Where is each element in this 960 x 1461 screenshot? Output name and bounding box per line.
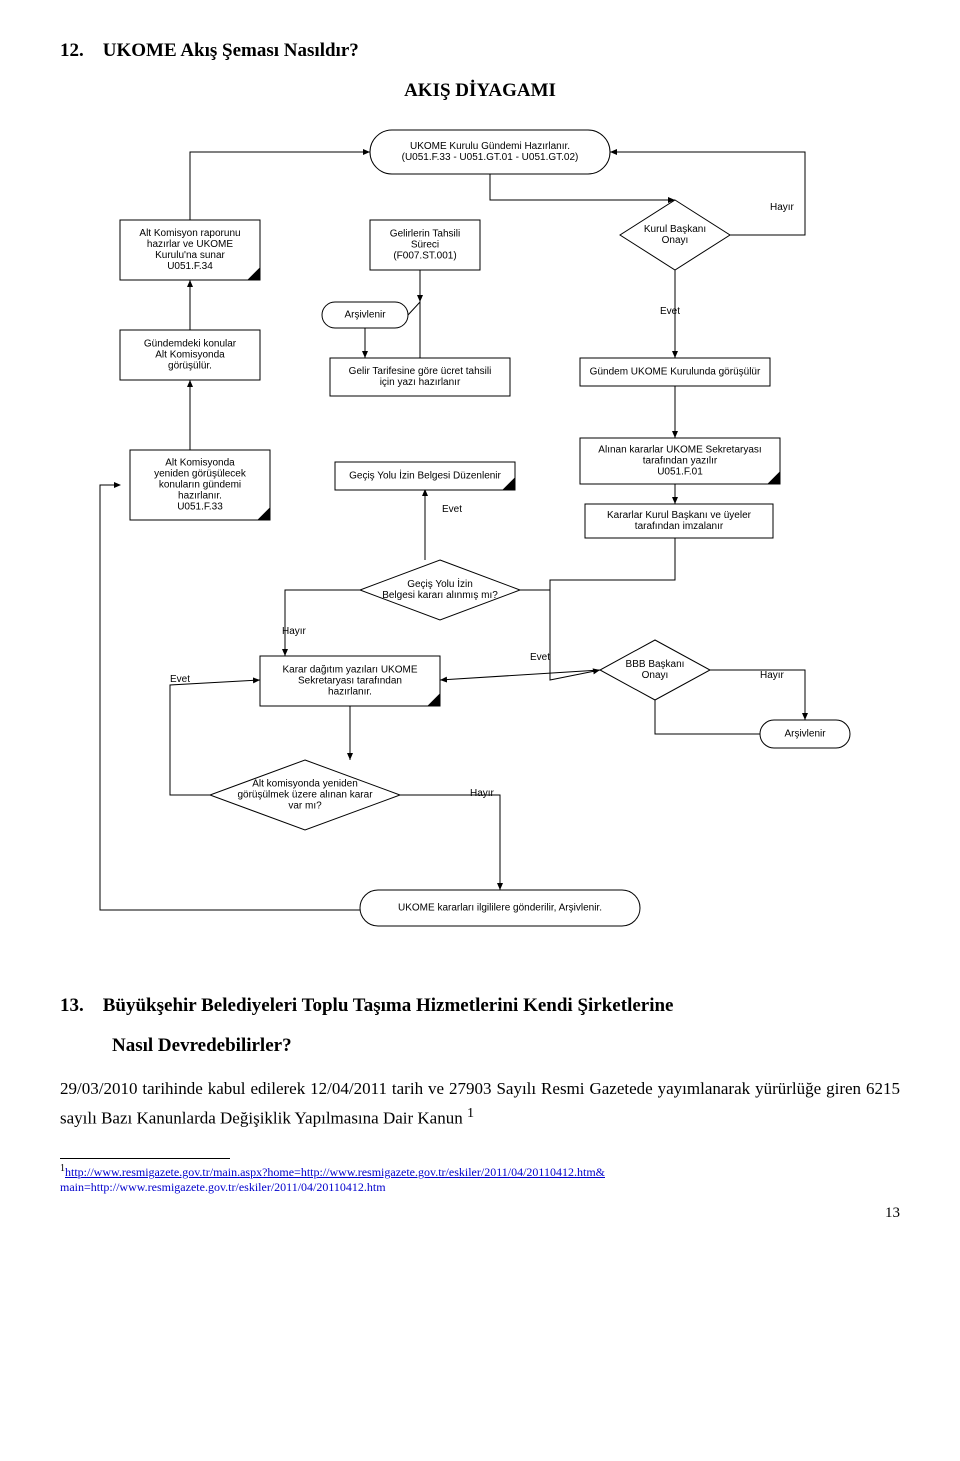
footnote-link-2[interactable]: main=http://www.resmigazete.gov.tr/eskil… (60, 1180, 386, 1194)
svg-text:(U051.F.33 - U051.GT.01 - U051: (U051.F.33 - U051.GT.01 - U051.GT.02) (402, 152, 579, 163)
svg-text:Alt Komisyonda: Alt Komisyonda (165, 458, 235, 469)
section-13-title-l2: Nasıl Devredebilirler? (112, 1035, 900, 1057)
svg-text:Evet: Evet (170, 674, 190, 685)
section-12-num: 12. (60, 40, 84, 61)
svg-text:Kurulu'na sunar: Kurulu'na sunar (155, 250, 225, 261)
svg-text:UKOME Kurulu Gündemi Hazırlanı: UKOME Kurulu Gündemi Hazırlanır. (410, 141, 570, 152)
svg-text:Kurul Başkanı: Kurul Başkanı (644, 224, 706, 235)
svg-text:var mı?: var mı? (288, 801, 322, 812)
svg-text:Hayır: Hayır (282, 626, 307, 637)
svg-text:Alt Komisyon raporunu: Alt Komisyon raporunu (139, 228, 240, 239)
svg-text:hazırlar ve UKOME: hazırlar ve UKOME (147, 239, 233, 250)
svg-text:Geçiş Yolu İzin Belgesi Düzenl: Geçiş Yolu İzin Belgesi Düzenlenir (349, 469, 501, 482)
svg-text:(F007.ST.001): (F007.ST.001) (393, 251, 456, 262)
flow-diagram: UKOME Kurulu Gündemi Hazırlanır.(U051.F.… (60, 120, 900, 965)
svg-text:yeniden görüşülecek: yeniden görüşülecek (154, 469, 247, 480)
svg-text:hazırlanır.: hazırlanır. (328, 687, 372, 698)
svg-text:konuların gündemi: konuların gündemi (159, 480, 241, 491)
section-13-num: 13. (60, 995, 84, 1016)
svg-text:tarafından yazılır: tarafından yazılır (643, 456, 718, 467)
svg-text:Gündem UKOME Kurulunda görüşül: Gündem UKOME Kurulunda görüşülür (590, 367, 761, 378)
svg-text:Karar dağıtım yazıları UKOME: Karar dağıtım yazıları UKOME (282, 665, 417, 676)
section-13-heading: 13. Büyükşehir Belediyeleri Toplu Taşıma… (60, 995, 900, 1017)
svg-text:Evet: Evet (530, 652, 550, 663)
svg-text:Onayı: Onayı (642, 670, 669, 681)
svg-text:hazırlanır.: hazırlanır. (178, 491, 222, 502)
svg-text:görüşülür.: görüşülür. (168, 361, 212, 372)
svg-text:Evet: Evet (442, 504, 462, 515)
footnote-ref: 1 (467, 1105, 474, 1121)
section-12-heading: 12. UKOME Akış Şeması Nasıldır? (60, 40, 900, 62)
svg-text:görüşülmek üzere alınan karar: görüşülmek üzere alınan karar (237, 790, 373, 801)
svg-text:UKOME kararları ilgililere gön: UKOME kararları ilgililere gönderilir, A… (398, 903, 602, 914)
svg-text:Geçiş Yolu İzin: Geçiş Yolu İzin (407, 577, 473, 590)
svg-text:Arşivlenir: Arşivlenir (784, 729, 826, 740)
svg-text:Hayır: Hayır (470, 788, 495, 799)
svg-text:Gündemdeki konular: Gündemdeki konular (144, 339, 237, 350)
footnote-separator (60, 1158, 230, 1159)
svg-text:U051.F.33: U051.F.33 (177, 502, 223, 513)
svg-text:Hayır: Hayır (760, 670, 785, 681)
svg-text:tarafından imzalanır: tarafından imzalanır (635, 521, 724, 532)
svg-text:BBB Başkanı: BBB Başkanı (626, 659, 685, 670)
svg-text:Gelir Tarifesine göre ücret ta: Gelir Tarifesine göre ücret tahsili (349, 366, 492, 377)
svg-text:Belgesi kararı alınmış mı?: Belgesi kararı alınmış mı? (382, 590, 498, 601)
svg-text:Sekretaryası tarafından: Sekretaryası tarafından (298, 676, 402, 687)
svg-text:Evet: Evet (660, 306, 680, 317)
footnote: 1http://www.resmigazete.gov.tr/main.aspx… (60, 1163, 900, 1195)
svg-text:Alt komisyonda yeniden: Alt komisyonda yeniden (252, 779, 358, 790)
section-13-body-text: 29/03/2010 tarihinde kabul edilerek 12/0… (60, 1079, 900, 1128)
section-12-text: UKOME Akış Şeması Nasıldır? (103, 40, 359, 61)
diagram-title: AKIŞ DİYAGAMI (60, 80, 900, 102)
svg-text:Hayır: Hayır (770, 202, 795, 213)
svg-text:Gelirlerin Tahsili: Gelirlerin Tahsili (390, 229, 460, 240)
section-13-body: 29/03/2010 tarihinde kabul edilerek 12/0… (60, 1075, 900, 1132)
svg-text:Alınan kararlar UKOME Sekretar: Alınan kararlar UKOME Sekretaryası (598, 445, 761, 456)
page-number: 13 (60, 1205, 900, 1222)
section-13-title-l1: Büyükşehir Belediyeleri Toplu Taşıma Hiz… (103, 995, 674, 1016)
svg-text:Alt Komisyonda: Alt Komisyonda (155, 350, 225, 361)
svg-text:Arşivlenir: Arşivlenir (344, 310, 386, 321)
svg-text:için yazı hazırlanır: için yazı hazırlanır (380, 377, 461, 388)
svg-text:Süreci: Süreci (411, 240, 439, 251)
svg-text:Onayı: Onayı (662, 235, 689, 246)
footnote-link-1[interactable]: http://www.resmigazete.gov.tr/main.aspx?… (65, 1165, 605, 1179)
svg-text:Kararlar Kurul Başkanı ve üyel: Kararlar Kurul Başkanı ve üyeler (607, 510, 752, 521)
svg-text:U051.F.01: U051.F.01 (657, 467, 703, 478)
svg-text:U051.F.34: U051.F.34 (167, 261, 213, 272)
